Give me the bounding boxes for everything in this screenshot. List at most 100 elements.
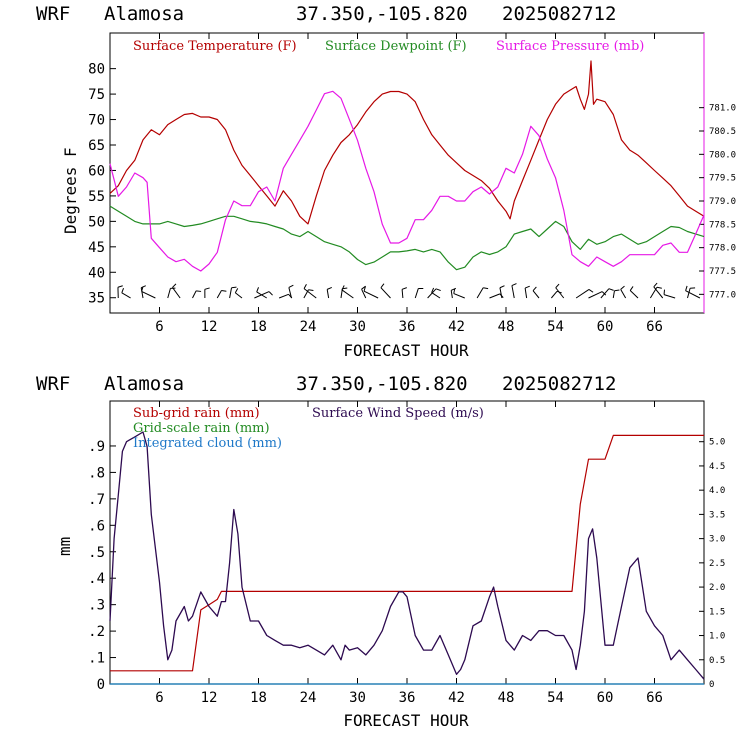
bottom-x-axis-label: FORECAST HOUR xyxy=(343,711,469,730)
y2-tick-label: 3.0 xyxy=(709,535,725,545)
x-tick-label: 60 xyxy=(597,690,614,706)
wind-barb-flag xyxy=(483,287,489,290)
wind-barb-shaft xyxy=(629,290,639,299)
wind-barb-flag xyxy=(363,286,366,292)
y-tick-label: .6 xyxy=(88,518,105,534)
x-tick-label: 60 xyxy=(597,319,614,335)
wind-barb-shaft xyxy=(653,286,664,299)
bottom-header-model: WRF xyxy=(36,373,70,395)
x-tick-label: 42 xyxy=(448,690,465,706)
wind-barb-flag xyxy=(401,287,407,290)
bottom-y-axis-label: mm xyxy=(55,537,74,556)
wind-barb-shaft xyxy=(511,285,515,299)
surface-temperature-f-line xyxy=(109,60,705,225)
y-tick-label: 60 xyxy=(88,163,105,179)
wind-barb-flag xyxy=(453,288,456,294)
y2-tick-label: 2.5 xyxy=(709,559,725,569)
wind-barb-shaft xyxy=(192,290,197,299)
y2-tick-label: 0 xyxy=(709,680,714,690)
bottom-header-site: Alamosa xyxy=(104,373,184,395)
y-tick-label: 65 xyxy=(88,138,105,154)
wind-barb-flag xyxy=(380,283,385,288)
wind-barb-flag xyxy=(588,289,594,293)
x-tick-label: 54 xyxy=(547,690,564,706)
wind-barb-shaft xyxy=(229,287,233,299)
y2-tick-label: 778.0 xyxy=(709,244,736,254)
wind-barb-flag xyxy=(204,287,210,290)
wind-barb-shaft xyxy=(524,287,528,299)
wind-barb-flag xyxy=(653,282,658,288)
legend-surface-wind-speed: Surface Wind Speed (m/s) xyxy=(312,406,484,421)
legend-surface-pressure: Surface Pressure (mb) xyxy=(496,39,644,54)
y-tick-label: 40 xyxy=(88,265,105,281)
wind-barb-shaft xyxy=(216,290,222,299)
y-tick-label: 50 xyxy=(88,214,105,230)
top-header-coords: 37.350,-105.820 xyxy=(296,3,468,25)
wind-barb-flag xyxy=(303,284,307,289)
wind-barb-shaft xyxy=(663,294,676,299)
wind-barb-shaft xyxy=(612,290,615,299)
legend-gridscale-rain: Grid-scale rain (mm) xyxy=(133,421,270,436)
x-tick-label: 12 xyxy=(201,690,218,706)
wind-barb-flag xyxy=(451,287,457,291)
y-tick-label: .2 xyxy=(88,624,105,640)
wind-barb-shaft xyxy=(532,290,540,299)
wind-barb-shaft xyxy=(288,287,292,299)
y-tick-label: .9 xyxy=(88,439,105,455)
wind-barb-flag xyxy=(196,290,202,292)
surface-dewpoint-f-line xyxy=(109,205,705,271)
wind-barb-shaft xyxy=(361,288,367,299)
y2-tick-label: 780.0 xyxy=(709,150,736,160)
x-tick-label: 66 xyxy=(646,690,663,706)
wind-barb-shaft xyxy=(431,292,441,299)
y2-tick-label: 3.5 xyxy=(709,510,725,520)
y2-tick-label: 4.0 xyxy=(709,486,725,496)
y2-tick-label: 2.0 xyxy=(709,583,725,593)
wind-barb-shaft xyxy=(326,289,330,299)
legend-subgrid-rain: Sub-grid rain (mm) xyxy=(133,406,260,421)
wind-barb-flag xyxy=(268,291,273,296)
y2-tick-label: 779.0 xyxy=(709,197,736,207)
wind-barb-shaft xyxy=(303,288,317,299)
wind-barb-shaft xyxy=(380,287,391,299)
wind-barb-flag xyxy=(629,286,634,291)
wind-barb-flag xyxy=(231,286,237,289)
legend-surface-dewpoint: Surface Dewpoint (F) xyxy=(325,39,467,54)
wind-barb-shaft xyxy=(172,287,181,299)
legend-integrated-cloud: Integrated cloud (mm) xyxy=(133,436,282,451)
y2-tick-label: 781.0 xyxy=(709,104,736,114)
wind-barb-flag xyxy=(141,286,144,292)
top-axis-ticks: 6 12 18 24 30 36 42 48 54 60 66 35 40 45 50 55 60 65 70 75 8… xyxy=(88,33,736,335)
wind-barb-shaft xyxy=(278,293,289,299)
wind-barb-shaft xyxy=(620,289,627,299)
x-tick-label: 48 xyxy=(498,319,515,335)
wind-barb-shaft xyxy=(450,290,453,299)
surface-pressure-mb-line xyxy=(109,90,705,272)
x-tick-label: 18 xyxy=(250,319,267,335)
y-tick-label: 80 xyxy=(88,62,105,78)
wind-barb-flag xyxy=(511,283,517,287)
x-tick-label: 30 xyxy=(349,690,366,706)
y2-tick-label: 777.0 xyxy=(709,290,736,300)
y-tick-label: .7 xyxy=(88,492,105,508)
y2-tick-label: 779.5 xyxy=(709,174,736,184)
wind-barb-flag xyxy=(256,287,260,293)
wind-barb-flag xyxy=(121,287,125,294)
wind-barb-flag xyxy=(326,286,332,290)
wind-barb-shaft xyxy=(140,287,144,299)
wind-barb-flag xyxy=(234,288,239,293)
y-tick-label: 55 xyxy=(88,189,105,205)
x-tick-label: 36 xyxy=(399,319,416,335)
wind-barb-flag xyxy=(288,284,294,288)
wind-barb-shaft xyxy=(588,291,603,299)
wind-barb-flag xyxy=(140,285,146,289)
y-tick-label: .3 xyxy=(88,598,105,614)
y-tick-label: .1 xyxy=(88,651,105,667)
top-x-axis-label: FORECAST HOUR xyxy=(343,341,469,360)
wind-barb-flag xyxy=(614,289,620,292)
wind-barbs xyxy=(117,282,701,299)
y-tick-label: 70 xyxy=(88,113,105,129)
top-y-axis-label: Degrees F xyxy=(61,147,80,234)
wind-barb-shaft xyxy=(600,288,610,299)
wind-barb-shaft xyxy=(489,293,501,299)
